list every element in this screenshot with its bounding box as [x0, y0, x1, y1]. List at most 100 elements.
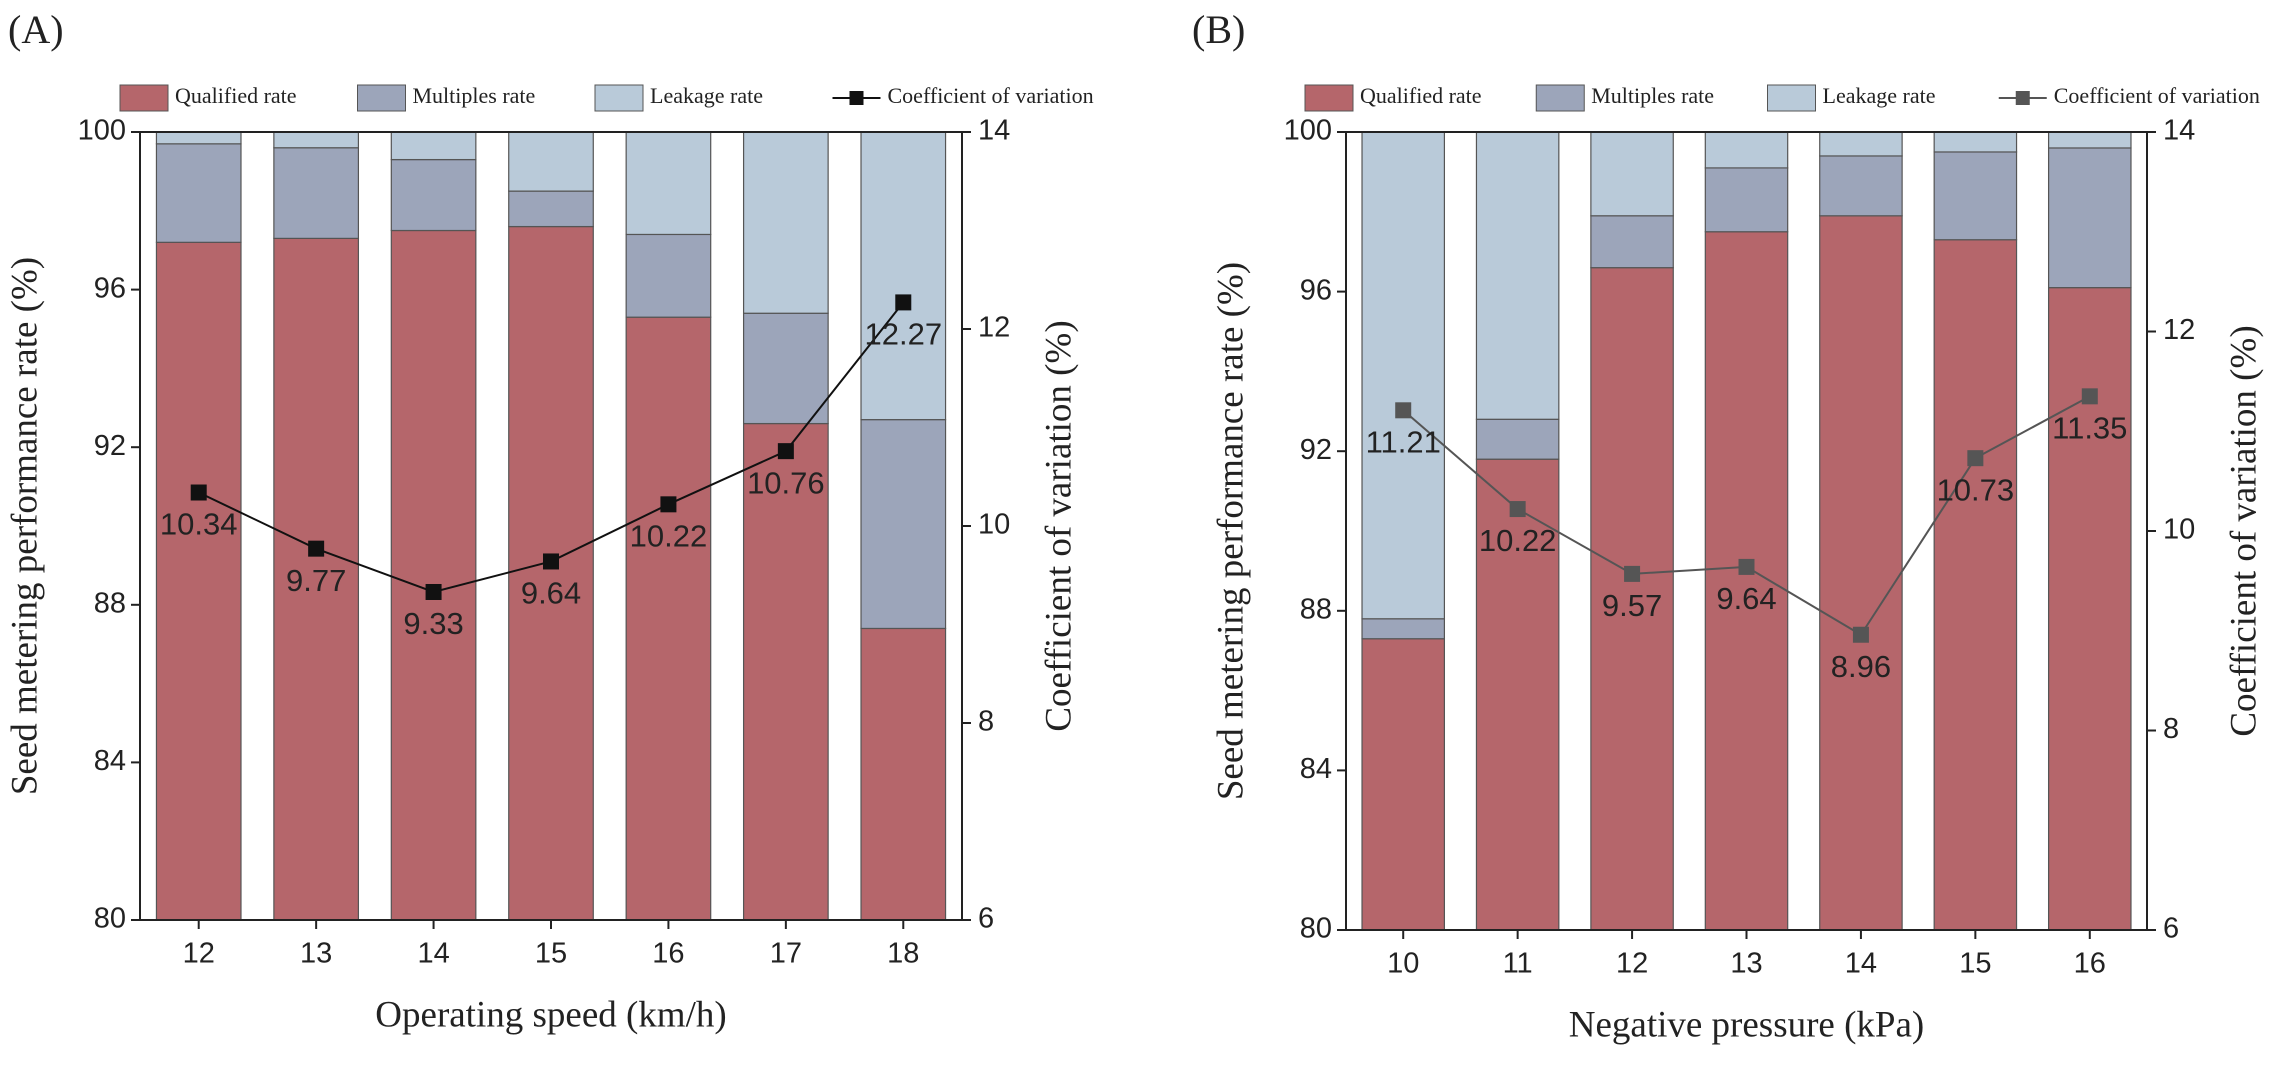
x-tick-label: 12 [183, 938, 215, 970]
x-tick-label: 13 [300, 938, 332, 970]
y-axis-title: Seed metering performance rate (%) [4, 257, 45, 795]
legend-label: Leakage rate [650, 83, 763, 108]
y2-tick-label: 14 [2163, 115, 2195, 147]
legend-label: Qualified rate [1360, 83, 1482, 108]
y-tick-label: 100 [78, 115, 126, 147]
data-label: 10.22 [1479, 523, 1557, 558]
bar-segment [390, 158, 477, 232]
bar-segment [1361, 638, 1446, 931]
y2-tick-label: 14 [978, 115, 1010, 147]
x-axis-title: Operating speed (km/h) [375, 994, 726, 1035]
y-tick-label: 84 [94, 745, 126, 777]
cv-marker [660, 496, 677, 513]
cv-marker [425, 583, 442, 600]
y-tick-label: 96 [94, 272, 126, 304]
bar-segment [508, 190, 594, 228]
cv-marker [1624, 565, 1641, 582]
bar-segment [1590, 131, 1674, 217]
x-tick-label: 15 [535, 938, 567, 970]
x-tick-label: 12 [1616, 948, 1648, 980]
bar-segment [1704, 131, 1789, 169]
y-tick-label: 88 [94, 587, 126, 619]
y-axis-title: Seed metering performance rate (%) [1210, 262, 1251, 800]
legend-label: Multiples rate [413, 83, 536, 108]
y2-axis-title: Coefficient of variation (%) [1038, 320, 1079, 731]
legend-swatch [119, 84, 169, 112]
data-label: 8.96 [1831, 649, 1891, 684]
y-tick-label: 80 [94, 903, 126, 935]
legend-marker [2015, 91, 2030, 105]
y2-tick-label: 10 [2163, 514, 2195, 546]
bar-segment [1361, 131, 1446, 620]
bar-segment [273, 147, 360, 239]
bar-segment [742, 312, 829, 425]
bar-segment [860, 419, 947, 630]
bar-segment [1819, 215, 1903, 931]
x-tick-label: 16 [652, 938, 684, 970]
bar-segment [508, 225, 594, 921]
data-label: 9.64 [521, 576, 581, 611]
x-tick-label: 16 [2074, 948, 2106, 980]
bar-segment [742, 131, 829, 314]
cv-marker [1738, 558, 1755, 575]
legend-label: Multiples rate [1591, 83, 1714, 108]
x-tick-label: 13 [1730, 948, 1762, 980]
legend-label: Leakage rate [1823, 83, 1936, 108]
bar-segment [390, 131, 477, 161]
bar-segment [155, 131, 242, 145]
cv-marker [895, 294, 912, 311]
data-label: 9.33 [403, 606, 463, 641]
x-tick-label: 18 [887, 938, 919, 970]
data-label: 9.57 [1602, 588, 1662, 623]
data-label: 10.22 [630, 519, 708, 554]
bar-segment [2047, 147, 2132, 289]
bar-segment [273, 131, 360, 149]
bar-segment [1704, 231, 1789, 931]
y-tick-label: 92 [1300, 434, 1332, 466]
bar-segment [390, 229, 477, 921]
x-tick-label: 10 [1387, 948, 1419, 980]
bar-segment [625, 131, 712, 236]
legend-label: Coefficient of variation [888, 83, 1094, 108]
panel-label: (A) [8, 7, 64, 52]
x-tick-label: 14 [1845, 948, 1877, 980]
y-tick-label: 100 [1284, 115, 1332, 147]
bar-segment [1704, 167, 1789, 233]
y2-tick-label: 12 [978, 312, 1010, 344]
legend-swatch [357, 84, 406, 112]
cv-marker [2081, 388, 2098, 405]
cv-marker [1967, 450, 1984, 467]
bar-segment [155, 241, 242, 921]
y2-tick-label: 8 [2163, 713, 2179, 745]
y-tick-label: 88 [1300, 593, 1332, 625]
y2-tick-label: 12 [2163, 314, 2195, 346]
bar-segment [1475, 418, 1560, 460]
bar-segment [860, 131, 947, 421]
y-tick-label: 92 [94, 430, 126, 462]
y2-axis-title: Coefficient of variation (%) [2223, 325, 2264, 736]
y-tick-label: 96 [1300, 274, 1332, 306]
bar-segment [1933, 239, 2018, 931]
bar-segment [1475, 131, 1560, 420]
data-label: 9.77 [286, 563, 346, 598]
legend-marker [849, 91, 864, 105]
bar-segment [1819, 155, 1903, 217]
legend-swatch [1767, 84, 1816, 112]
data-label: 9.64 [1716, 581, 1776, 616]
bar-segment [1475, 458, 1560, 931]
data-label: 11.35 [2052, 411, 2127, 446]
bar-segment [1933, 131, 2018, 153]
x-tick-label: 11 [1503, 948, 1533, 980]
cv-marker [777, 443, 794, 460]
bar-segment [1590, 267, 1674, 931]
bar-segment [2047, 287, 2132, 931]
bar-segment [625, 316, 712, 921]
data-label: 12.27 [864, 317, 942, 352]
x-tick-label: 15 [1959, 948, 1991, 980]
data-label: 10.73 [1937, 472, 2015, 507]
legend-swatch [594, 84, 644, 112]
cv-marker [1509, 501, 1526, 518]
bar-segment [155, 143, 242, 243]
bar-segment [2047, 131, 2132, 149]
